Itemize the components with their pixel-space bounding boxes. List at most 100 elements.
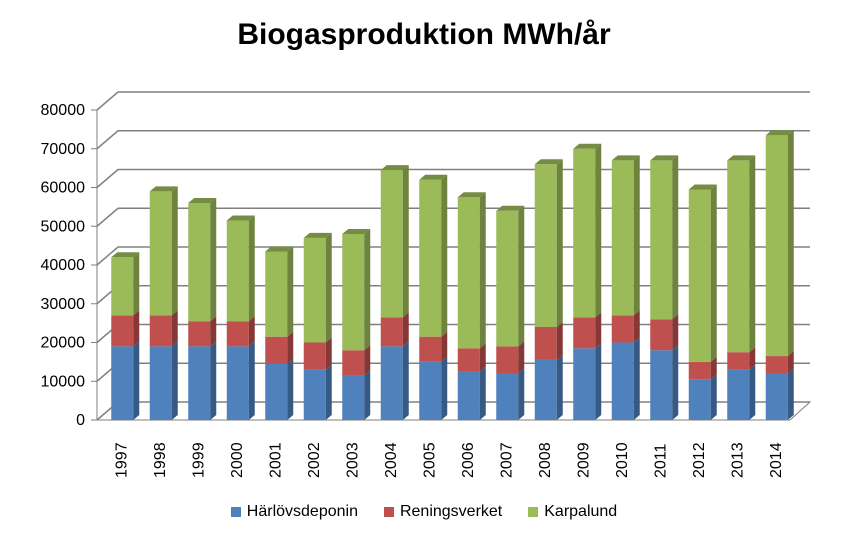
bar-segment: [496, 368, 525, 420]
legend-item: Reningsverket: [383, 503, 503, 521]
bar-segment: [534, 159, 563, 327]
bar-front: [149, 315, 172, 347]
bar-segment: [342, 370, 371, 420]
bar-side: [710, 184, 717, 362]
bar-segment: [650, 155, 679, 320]
y-tick-label: 10000: [41, 373, 86, 390]
bar-side: [248, 316, 255, 347]
bar-side: [133, 310, 140, 347]
bar-side: [441, 356, 448, 420]
bar-side: [287, 358, 294, 420]
legend-swatch: [528, 507, 539, 517]
bar-top: [111, 252, 140, 258]
bar-segment: [496, 205, 525, 347]
bar-segment: [111, 252, 140, 316]
bar-segment: [111, 341, 140, 420]
bar-side: [210, 198, 217, 322]
bar-segment: [727, 155, 756, 353]
bar-top: [149, 186, 178, 192]
bar-side: [479, 192, 486, 349]
bar-side: [364, 370, 371, 420]
bar-side: [595, 343, 602, 420]
bar-front: [149, 191, 172, 316]
bar-front: [688, 189, 711, 362]
bar-front: [611, 315, 634, 343]
chart-title: Biogasproduktion MWh/år: [237, 18, 611, 51]
legend-label: Härlövsdeponin: [246, 503, 358, 520]
bar-front: [226, 321, 249, 347]
bar-top: [611, 155, 640, 161]
bar-front: [380, 317, 403, 347]
x-axis-ticks: 1997 1998 1999 2000 2001 2002 2003 2004 2005 2006…: [113, 442, 785, 478]
bar-front: [111, 257, 134, 316]
y-tick-label: 80000: [41, 102, 86, 119]
bar-segment: [765, 368, 794, 420]
bar-front: [496, 373, 519, 420]
bar-segment: [688, 356, 717, 380]
legend-label: Karpalund: [544, 503, 618, 520]
bar-front: [380, 346, 403, 420]
bar-side: [402, 312, 409, 347]
bar-front: [188, 203, 211, 322]
bar-front: [765, 373, 788, 420]
bar-segment: [188, 341, 217, 420]
bar-segment: [149, 341, 178, 420]
bar-front: [573, 148, 596, 318]
legend-swatch: [383, 507, 394, 517]
bar-top: [419, 174, 448, 180]
bar-front: [226, 220, 249, 322]
x-tick-label: 2004: [383, 442, 400, 478]
bar-front: [226, 346, 249, 420]
bar-side: [248, 215, 255, 322]
bar-side: [633, 155, 640, 316]
bar-side: [595, 143, 602, 318]
bar-side: [210, 316, 217, 347]
bar-top: [457, 192, 486, 198]
x-tick-label: 2013: [729, 442, 746, 478]
bar-top: [188, 198, 217, 203]
bar-front: [534, 164, 557, 327]
bar-top: [688, 184, 717, 190]
bar-front: [573, 348, 596, 420]
bar-segment: [573, 343, 602, 420]
bar-top: [534, 159, 563, 165]
bar-segment: [226, 341, 255, 420]
x-tick-label: 2010: [614, 442, 631, 478]
bar-segment: [573, 143, 602, 318]
bar-top: [496, 205, 525, 211]
x-tick-label: 2006: [460, 442, 477, 478]
bar-segment: [688, 184, 717, 362]
bar-side: [556, 159, 563, 327]
bar-side: [479, 366, 486, 420]
x-tick-label: 1999: [190, 442, 207, 478]
x-tick-label: 2002: [306, 442, 323, 478]
legend: Härlövsdeponin Reningsverket Karpalund: [0, 503, 848, 521]
bar-side: [364, 345, 371, 376]
bar-segment: [650, 314, 679, 351]
bar-segment: [727, 364, 756, 420]
bar-side: [325, 232, 332, 343]
bar-top: [303, 232, 332, 238]
y-tick-label: 20000: [41, 335, 86, 352]
bars: [111, 130, 794, 420]
bar-side: [364, 229, 371, 351]
legend-label: Reningsverket: [399, 503, 503, 520]
bar-side: [672, 314, 679, 351]
bar-front: [765, 135, 788, 357]
bar-segment: [380, 312, 409, 347]
bar-front: [611, 342, 634, 420]
bar-top: [226, 215, 255, 221]
bar-front: [688, 361, 711, 380]
bar-side: [441, 174, 448, 337]
bar-side: [749, 347, 756, 370]
bar-front: [188, 346, 211, 420]
y-tick-label: 50000: [41, 218, 86, 235]
legend-item: Karpalund: [528, 503, 617, 521]
bar-top: [265, 246, 294, 252]
bar-front: [111, 346, 134, 420]
bar-front: [342, 375, 365, 420]
bar-side: [479, 343, 486, 372]
x-tick-label: 2005: [421, 442, 438, 478]
bar-top: [650, 155, 679, 161]
bar-segment: [727, 347, 756, 370]
